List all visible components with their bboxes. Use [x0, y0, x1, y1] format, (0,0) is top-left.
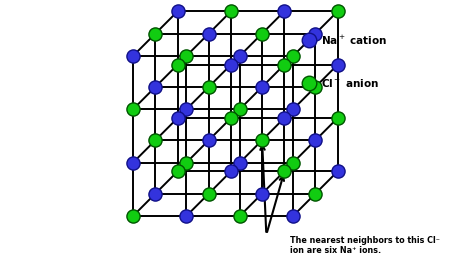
- Point: [205, 191, 212, 196]
- Point: [281, 116, 288, 120]
- Point: [334, 169, 342, 173]
- Point: [152, 31, 159, 36]
- Point: [305, 81, 313, 85]
- Point: [311, 191, 319, 196]
- Point: [258, 138, 266, 142]
- Point: [129, 107, 137, 111]
- Point: [281, 62, 288, 67]
- Point: [205, 85, 212, 89]
- Point: [236, 54, 244, 58]
- Point: [236, 107, 244, 111]
- Point: [228, 9, 235, 13]
- Point: [174, 9, 182, 13]
- Point: [289, 161, 297, 165]
- Point: [334, 9, 342, 13]
- Point: [311, 85, 319, 89]
- Point: [305, 38, 313, 42]
- Point: [289, 214, 297, 218]
- Point: [289, 107, 297, 111]
- Point: [129, 161, 137, 165]
- Point: [258, 191, 266, 196]
- Point: [311, 138, 319, 142]
- Point: [258, 31, 266, 36]
- Text: The nearest neighbors to this Cl⁻
ion are six Na⁺ ions.: The nearest neighbors to this Cl⁻ ion ar…: [291, 236, 440, 255]
- Point: [228, 169, 235, 173]
- Point: [174, 169, 182, 173]
- Point: [182, 214, 190, 218]
- Text: Cl$^-$ anion: Cl$^-$ anion: [321, 77, 379, 89]
- Point: [311, 31, 319, 36]
- Point: [152, 85, 159, 89]
- Point: [281, 9, 288, 13]
- Point: [129, 214, 137, 218]
- Point: [281, 169, 288, 173]
- Point: [205, 138, 212, 142]
- Point: [152, 138, 159, 142]
- Point: [289, 54, 297, 58]
- Point: [236, 214, 244, 218]
- Point: [174, 116, 182, 120]
- Point: [174, 62, 182, 67]
- Point: [228, 116, 235, 120]
- Point: [152, 191, 159, 196]
- Point: [182, 107, 190, 111]
- Text: Na$^+$ cation: Na$^+$ cation: [321, 34, 387, 46]
- Point: [205, 31, 212, 36]
- Point: [182, 54, 190, 58]
- Point: [334, 116, 342, 120]
- Point: [258, 85, 266, 89]
- Point: [129, 54, 137, 58]
- Point: [182, 161, 190, 165]
- Point: [334, 62, 342, 67]
- Point: [228, 62, 235, 67]
- Point: [236, 161, 244, 165]
